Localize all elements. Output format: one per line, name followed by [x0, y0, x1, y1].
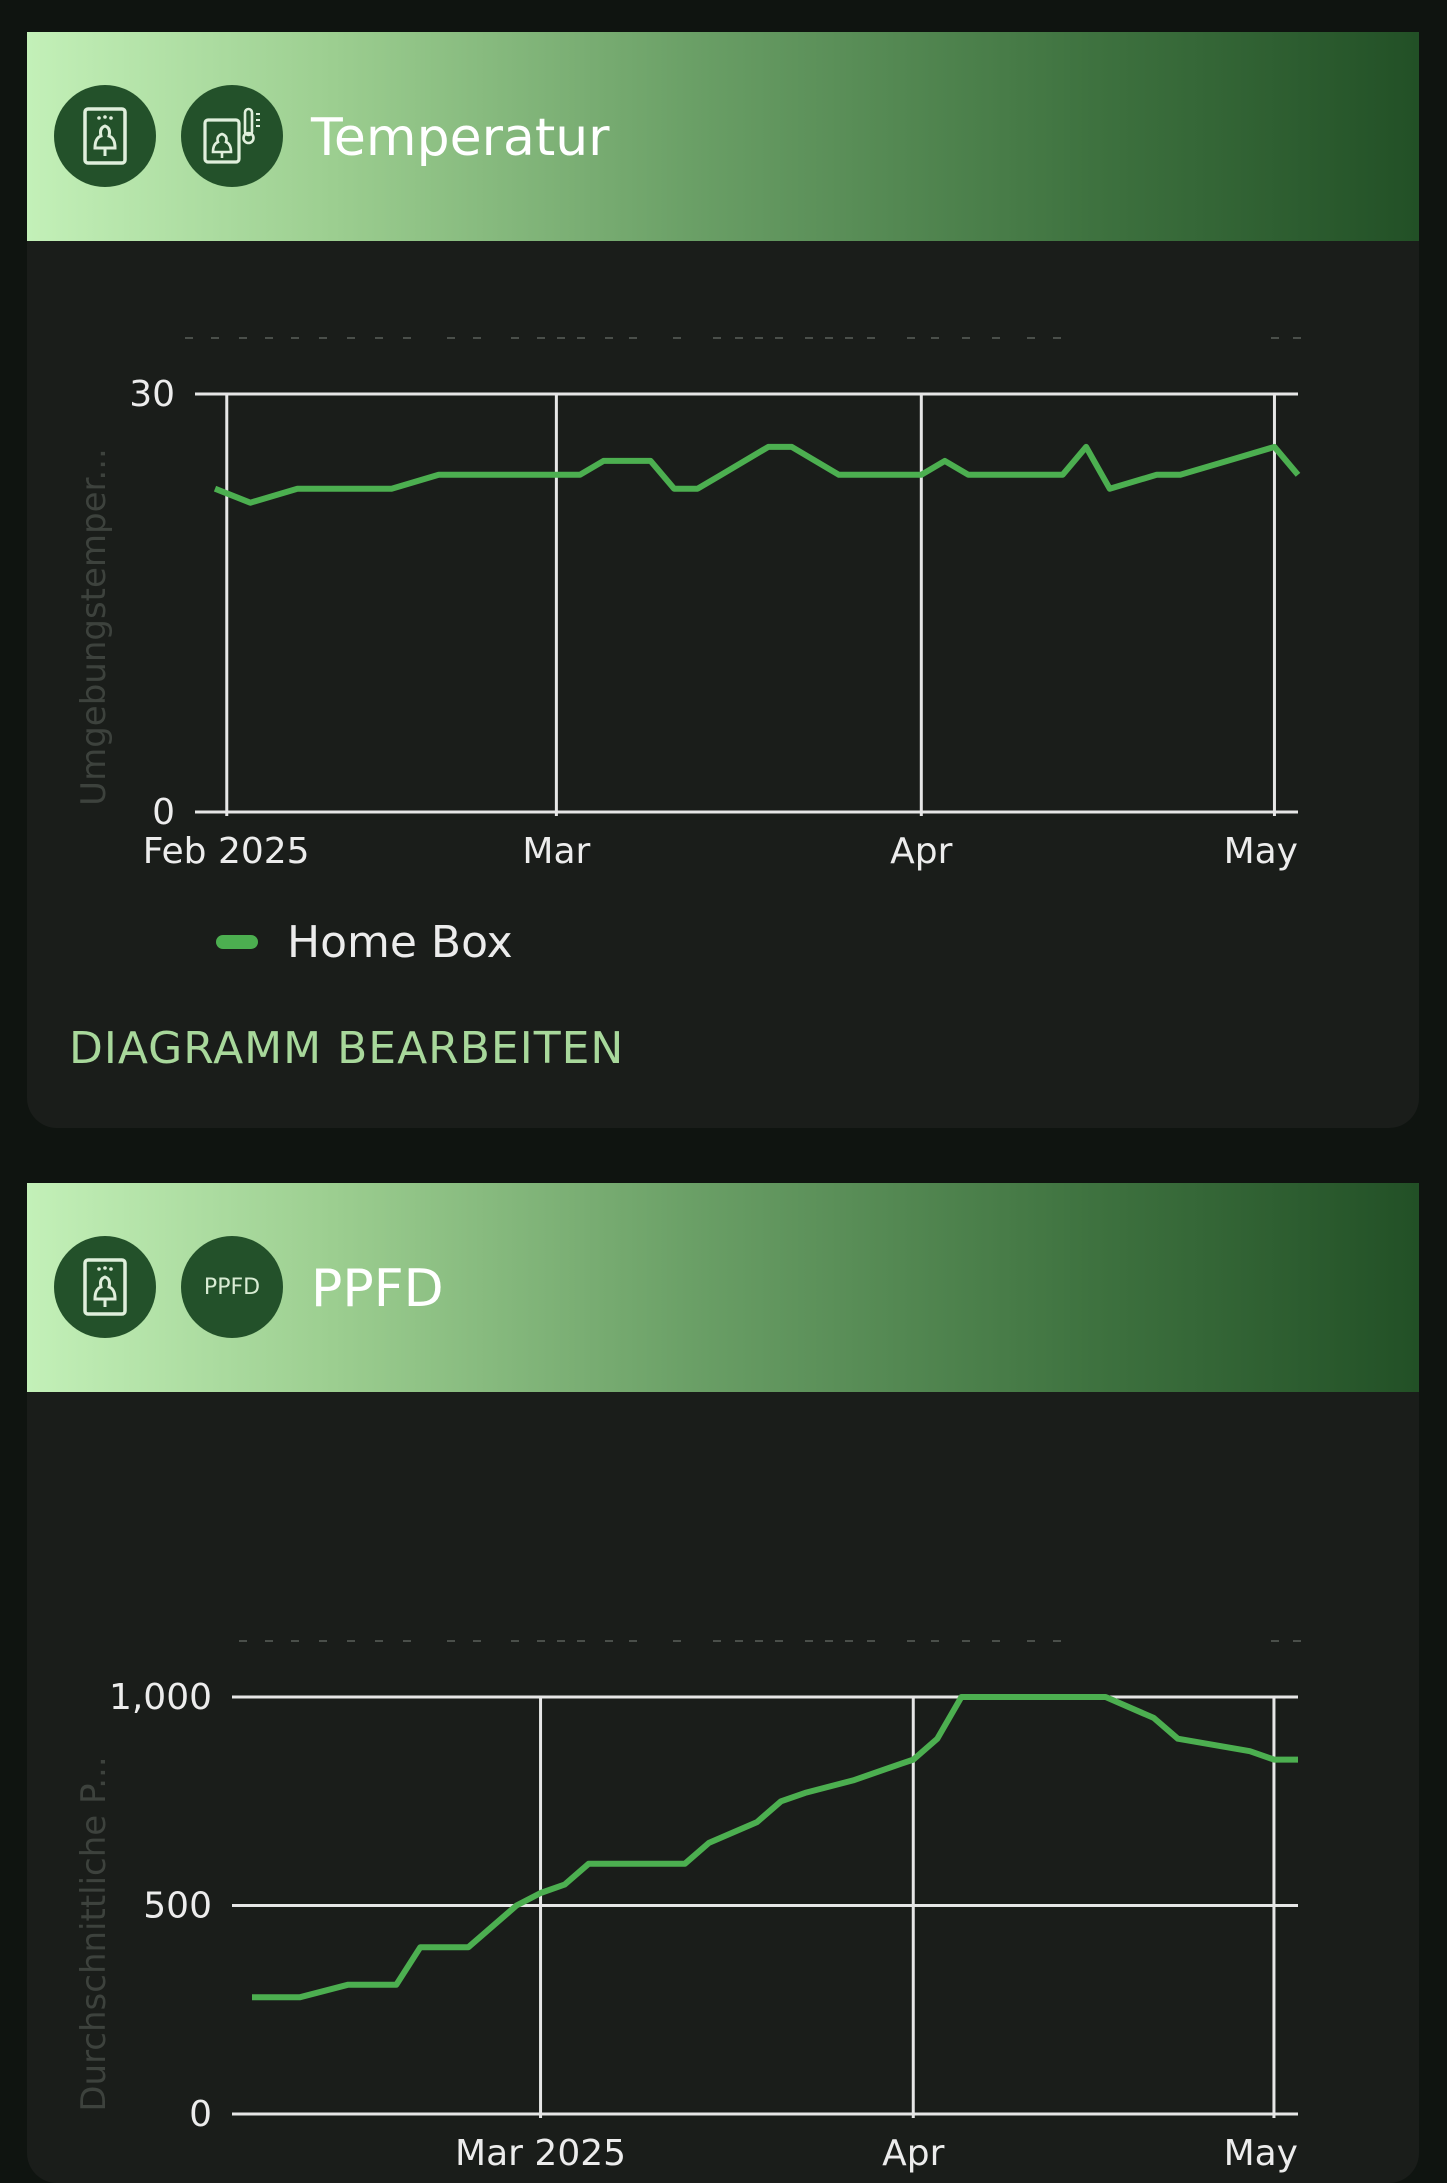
x-tick-label: Mar 2025: [455, 2133, 626, 2174]
x-tick-label: Mar: [522, 831, 590, 872]
y-tick-label: 0: [152, 792, 175, 833]
series-line-home-box: [213, 443, 1301, 506]
plant-box-icon[interactable]: [54, 85, 156, 187]
temperature-chart: 0 30 Feb 2025 Mar Apr May Umgebungstemper... Ho…: [74, 337, 1301, 968]
ppfd-icon-label: PPFD: [203, 1274, 261, 1300]
y-axis-label: Umgebungstemper...: [74, 448, 114, 806]
plant-box-icon[interactable]: [54, 1236, 156, 1338]
card-title: PPFD: [311, 1259, 444, 1319]
edit-chart-button[interactable]: DIAGRAMM BEARBEITEN: [69, 1023, 625, 1074]
y-tick-label: 0: [189, 2094, 212, 2135]
card-title: Temperatur: [311, 108, 610, 168]
y-axis-label: Durchschnittliche P...: [74, 1756, 114, 2111]
ppfd-chart: 0 500 1,000 Mar 2025 Apr May Durchschnittliche…: [74, 1640, 1301, 2174]
ppfd-card: PPFD PPFD 0 500 1,000 Mar 2025 Apr May Durchsc…: [27, 1183, 1419, 2183]
card-header: Temperatur: [27, 32, 1419, 241]
series-line-home-box: [252, 1694, 1298, 2001]
y-tick-label: 1,000: [109, 1677, 212, 1718]
y-tick-label: 30: [129, 374, 175, 415]
x-tick-label: Apr: [890, 831, 952, 872]
plant-thermometer-icon[interactable]: [181, 85, 283, 187]
x-tick-label: May: [1224, 2133, 1298, 2174]
x-tick-label: May: [1224, 831, 1298, 872]
x-tick-label: Feb 2025: [143, 831, 310, 872]
legend-label: Home Box: [287, 917, 513, 968]
card-header: PPFD PPFD: [27, 1183, 1419, 1392]
y-tick-label: 500: [143, 1886, 212, 1927]
temperature-card: Temperatur 0 30 Feb 2025 Mar Apr May Umgebungs…: [27, 32, 1419, 1128]
x-tick-label: Apr: [882, 2133, 944, 2174]
ppfd-icon[interactable]: PPFD: [181, 1236, 283, 1338]
